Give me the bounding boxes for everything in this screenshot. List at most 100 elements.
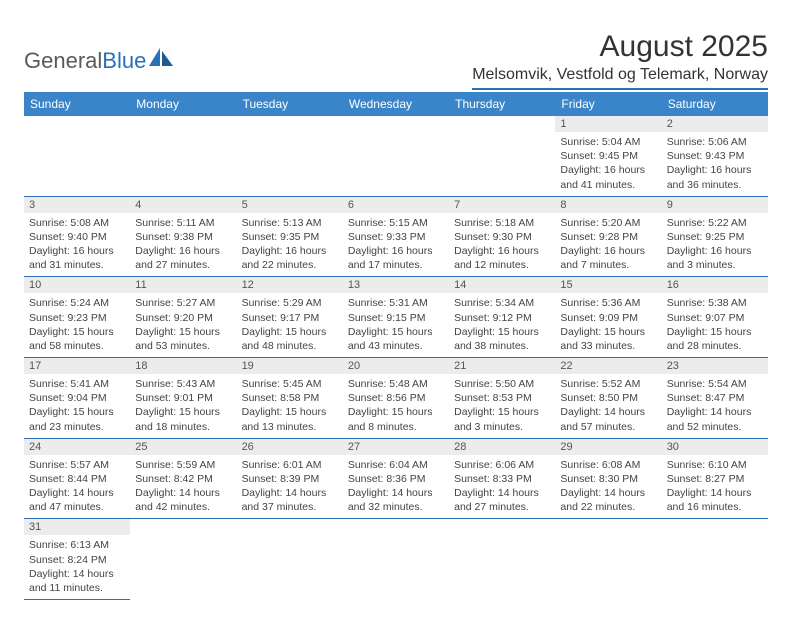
day-number: 2 <box>662 116 768 132</box>
day-header: Tuesday <box>237 92 343 116</box>
day-info: Sunrise: 5:08 AMSunset: 9:40 PMDaylight:… <box>24 213 130 277</box>
day-info: Sunrise: 5:57 AMSunset: 8:44 PMDaylight:… <box>24 455 130 519</box>
day-info: Sunrise: 5:36 AMSunset: 9:09 PMDaylight:… <box>555 293 661 357</box>
day-cell: 29Sunrise: 6:08 AMSunset: 8:30 PMDayligh… <box>555 438 661 519</box>
day-number: 18 <box>130 358 236 374</box>
day-info <box>237 132 343 188</box>
day-info: Sunrise: 5:13 AMSunset: 9:35 PMDaylight:… <box>237 213 343 277</box>
day-info: Sunrise: 5:38 AMSunset: 9:07 PMDaylight:… <box>662 293 768 357</box>
day-info: Sunrise: 5:22 AMSunset: 9:25 PMDaylight:… <box>662 213 768 277</box>
logo-text: GeneralBlue <box>24 48 146 74</box>
day-cell: 27Sunrise: 6:04 AMSunset: 8:36 PMDayligh… <box>343 438 449 519</box>
day-info <box>343 535 449 591</box>
day-header: Sunday <box>24 92 130 116</box>
day-header-row: SundayMondayTuesdayWednesdayThursdayFrid… <box>24 92 768 116</box>
sail-icon <box>149 48 175 68</box>
empty-cell <box>449 116 555 196</box>
day-number: 4 <box>130 197 236 213</box>
day-cell: 23Sunrise: 5:54 AMSunset: 8:47 PMDayligh… <box>662 358 768 439</box>
day-info <box>662 535 768 591</box>
day-header: Wednesday <box>343 92 449 116</box>
day-number: 8 <box>555 197 661 213</box>
header: GeneralBlue August 2025 Melsomvik, Vestf… <box>24 30 768 90</box>
day-info: Sunrise: 6:13 AMSunset: 8:24 PMDaylight:… <box>24 535 130 599</box>
day-cell: 20Sunrise: 5:48 AMSunset: 8:56 PMDayligh… <box>343 358 449 439</box>
day-number: 9 <box>662 197 768 213</box>
day-number: 28 <box>449 439 555 455</box>
day-number <box>130 519 236 535</box>
day-info: Sunrise: 5:31 AMSunset: 9:15 PMDaylight:… <box>343 293 449 357</box>
day-number <box>343 519 449 535</box>
day-info: Sunrise: 5:18 AMSunset: 9:30 PMDaylight:… <box>449 213 555 277</box>
day-cell: 14Sunrise: 5:34 AMSunset: 9:12 PMDayligh… <box>449 277 555 358</box>
day-number: 26 <box>237 439 343 455</box>
title-block: August 2025 Melsomvik, Vestfold og Telem… <box>472 30 768 90</box>
day-cell: 5Sunrise: 5:13 AMSunset: 9:35 PMDaylight… <box>237 196 343 277</box>
day-cell: 11Sunrise: 5:27 AMSunset: 9:20 PMDayligh… <box>130 277 236 358</box>
day-info: Sunrise: 5:50 AMSunset: 8:53 PMDaylight:… <box>449 374 555 438</box>
logo: GeneralBlue <box>24 48 175 74</box>
day-cell: 30Sunrise: 6:10 AMSunset: 8:27 PMDayligh… <box>662 438 768 519</box>
empty-cell <box>130 519 236 600</box>
calendar-row: 17Sunrise: 5:41 AMSunset: 9:04 PMDayligh… <box>24 358 768 439</box>
day-info: Sunrise: 5:24 AMSunset: 9:23 PMDaylight:… <box>24 293 130 357</box>
day-cell: 22Sunrise: 5:52 AMSunset: 8:50 PMDayligh… <box>555 358 661 439</box>
logo-text-1: General <box>24 48 102 73</box>
day-cell: 4Sunrise: 5:11 AMSunset: 9:38 PMDaylight… <box>130 196 236 277</box>
day-number: 15 <box>555 277 661 293</box>
day-number: 27 <box>343 439 449 455</box>
day-info: Sunrise: 6:04 AMSunset: 8:36 PMDaylight:… <box>343 455 449 519</box>
day-number <box>24 116 130 132</box>
day-number <box>343 116 449 132</box>
calendar-table: SundayMondayTuesdayWednesdayThursdayFrid… <box>24 92 768 600</box>
day-number: 12 <box>237 277 343 293</box>
day-cell: 31Sunrise: 6:13 AMSunset: 8:24 PMDayligh… <box>24 519 130 600</box>
empty-cell <box>24 116 130 196</box>
calendar-row: 1Sunrise: 5:04 AMSunset: 9:45 PMDaylight… <box>24 116 768 196</box>
day-number: 13 <box>343 277 449 293</box>
day-cell: 6Sunrise: 5:15 AMSunset: 9:33 PMDaylight… <box>343 196 449 277</box>
day-cell: 19Sunrise: 5:45 AMSunset: 8:58 PMDayligh… <box>237 358 343 439</box>
day-number: 19 <box>237 358 343 374</box>
day-number: 20 <box>343 358 449 374</box>
day-cell: 15Sunrise: 5:36 AMSunset: 9:09 PMDayligh… <box>555 277 661 358</box>
day-header: Friday <box>555 92 661 116</box>
calendar-page: GeneralBlue August 2025 Melsomvik, Vestf… <box>0 0 792 620</box>
empty-cell <box>449 519 555 600</box>
day-info: Sunrise: 5:06 AMSunset: 9:43 PMDaylight:… <box>662 132 768 196</box>
day-info: Sunrise: 5:27 AMSunset: 9:20 PMDaylight:… <box>130 293 236 357</box>
day-cell: 25Sunrise: 5:59 AMSunset: 8:42 PMDayligh… <box>130 438 236 519</box>
day-info: Sunrise: 5:59 AMSunset: 8:42 PMDaylight:… <box>130 455 236 519</box>
day-info <box>24 132 130 188</box>
day-info: Sunrise: 6:06 AMSunset: 8:33 PMDaylight:… <box>449 455 555 519</box>
day-number: 21 <box>449 358 555 374</box>
calendar-body: 1Sunrise: 5:04 AMSunset: 9:45 PMDaylight… <box>24 116 768 600</box>
day-number <box>449 116 555 132</box>
day-info: Sunrise: 5:29 AMSunset: 9:17 PMDaylight:… <box>237 293 343 357</box>
day-number: 22 <box>555 358 661 374</box>
day-number: 7 <box>449 197 555 213</box>
day-cell: 21Sunrise: 5:50 AMSunset: 8:53 PMDayligh… <box>449 358 555 439</box>
empty-cell <box>237 519 343 600</box>
empty-cell <box>662 519 768 600</box>
day-header: Monday <box>130 92 236 116</box>
day-info <box>343 132 449 188</box>
day-cell: 8Sunrise: 5:20 AMSunset: 9:28 PMDaylight… <box>555 196 661 277</box>
day-info: Sunrise: 5:15 AMSunset: 9:33 PMDaylight:… <box>343 213 449 277</box>
empty-cell <box>237 116 343 196</box>
day-info: Sunrise: 5:43 AMSunset: 9:01 PMDaylight:… <box>130 374 236 438</box>
calendar-row: 31Sunrise: 6:13 AMSunset: 8:24 PMDayligh… <box>24 519 768 600</box>
day-cell: 26Sunrise: 6:01 AMSunset: 8:39 PMDayligh… <box>237 438 343 519</box>
day-cell: 13Sunrise: 5:31 AMSunset: 9:15 PMDayligh… <box>343 277 449 358</box>
day-cell: 9Sunrise: 5:22 AMSunset: 9:25 PMDaylight… <box>662 196 768 277</box>
day-number: 11 <box>130 277 236 293</box>
day-number: 16 <box>662 277 768 293</box>
day-number: 29 <box>555 439 661 455</box>
day-info: Sunrise: 5:34 AMSunset: 9:12 PMDaylight:… <box>449 293 555 357</box>
day-number <box>237 519 343 535</box>
day-number: 31 <box>24 519 130 535</box>
day-info <box>449 132 555 188</box>
day-cell: 28Sunrise: 6:06 AMSunset: 8:33 PMDayligh… <box>449 438 555 519</box>
day-number <box>130 116 236 132</box>
day-cell: 7Sunrise: 5:18 AMSunset: 9:30 PMDaylight… <box>449 196 555 277</box>
